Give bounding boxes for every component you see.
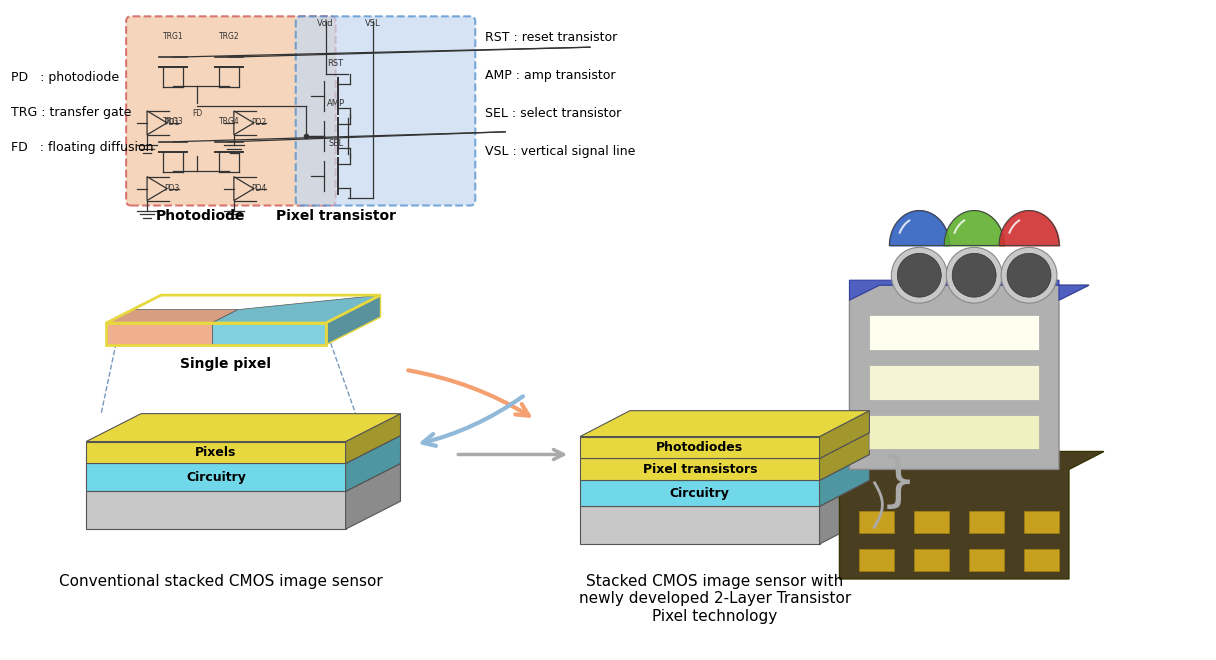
Polygon shape [345,436,400,491]
Polygon shape [820,455,869,506]
Polygon shape [580,506,820,544]
Polygon shape [345,414,400,463]
Polygon shape [850,280,1088,300]
Polygon shape [86,491,345,529]
Text: Photodiodes: Photodiodes [657,441,743,454]
Text: TRG2: TRG2 [219,32,240,41]
Text: TRG4: TRG4 [219,117,240,126]
Circle shape [1007,253,1051,297]
Text: SEL : select transistor: SEL : select transistor [485,107,621,120]
Polygon shape [86,442,345,463]
Text: Circuitry: Circuitry [186,471,246,484]
FancyBboxPatch shape [126,16,336,205]
Polygon shape [580,459,820,480]
Polygon shape [212,323,326,345]
Bar [1024,512,1059,533]
Polygon shape [820,432,869,480]
Circle shape [891,248,947,303]
Text: Single pixel: Single pixel [180,357,271,371]
Polygon shape [820,480,869,544]
Polygon shape [839,451,1104,579]
Bar [1024,549,1059,571]
FancyBboxPatch shape [295,16,475,205]
Circle shape [1001,248,1057,303]
Text: PD2: PD2 [250,118,266,127]
Text: FD: FD [192,109,202,118]
Text: Pixels: Pixels [196,446,237,459]
Text: }: } [879,454,917,511]
Polygon shape [869,315,1038,350]
Polygon shape [106,310,238,323]
Text: VSL: VSL [365,19,381,28]
Circle shape [952,253,996,297]
Text: RST: RST [327,59,344,68]
Polygon shape [106,323,212,345]
Text: AMP: AMP [327,99,344,108]
Text: Pixel transistor: Pixel transistor [276,209,395,222]
Text: Photodiode: Photodiode [156,209,246,222]
Text: VSL : vertical signal line: VSL : vertical signal line [485,145,636,158]
Polygon shape [86,463,345,491]
Text: PD   : photodiode: PD : photodiode [11,71,119,84]
Polygon shape [869,365,1038,400]
Text: SEL: SEL [328,139,343,148]
Bar [860,512,894,533]
Polygon shape [212,295,381,323]
Polygon shape [850,285,1088,469]
Polygon shape [580,455,869,480]
Bar [969,549,1004,571]
Polygon shape [869,414,1038,449]
Text: Vdd: Vdd [317,19,334,28]
Text: PD3: PD3 [164,184,180,193]
Text: TRG1: TRG1 [163,32,184,41]
Polygon shape [580,411,869,436]
Text: TRG : transfer gate: TRG : transfer gate [11,106,131,119]
Polygon shape [326,295,381,345]
Text: PD4: PD4 [250,184,266,193]
Polygon shape [580,480,869,506]
Polygon shape [580,480,820,506]
Bar [914,549,950,571]
Text: Stacked CMOS image sensor with
newly developed 2-Layer Transistor
Pixel technolo: Stacked CMOS image sensor with newly dev… [579,574,851,624]
Circle shape [897,253,941,297]
Polygon shape [86,436,400,463]
Text: AMP : amp transistor: AMP : amp transistor [485,69,615,82]
Text: RST : reset transistor: RST : reset transistor [485,31,618,44]
Text: TRG3: TRG3 [163,117,184,126]
Polygon shape [345,463,400,529]
Polygon shape [86,414,400,442]
Polygon shape [580,432,869,459]
Bar [914,512,950,533]
Polygon shape [820,411,869,459]
Bar [969,512,1004,533]
Text: FD   : floating diffusion: FD : floating diffusion [11,141,154,154]
Circle shape [946,248,1002,303]
Text: PD1: PD1 [164,118,179,127]
Text: Conventional stacked CMOS image sensor: Conventional stacked CMOS image sensor [60,574,383,589]
Polygon shape [580,436,820,459]
Bar [860,549,894,571]
Text: Pixel transistors: Pixel transistors [642,463,758,476]
Text: Circuitry: Circuitry [670,487,730,500]
Polygon shape [86,463,400,491]
